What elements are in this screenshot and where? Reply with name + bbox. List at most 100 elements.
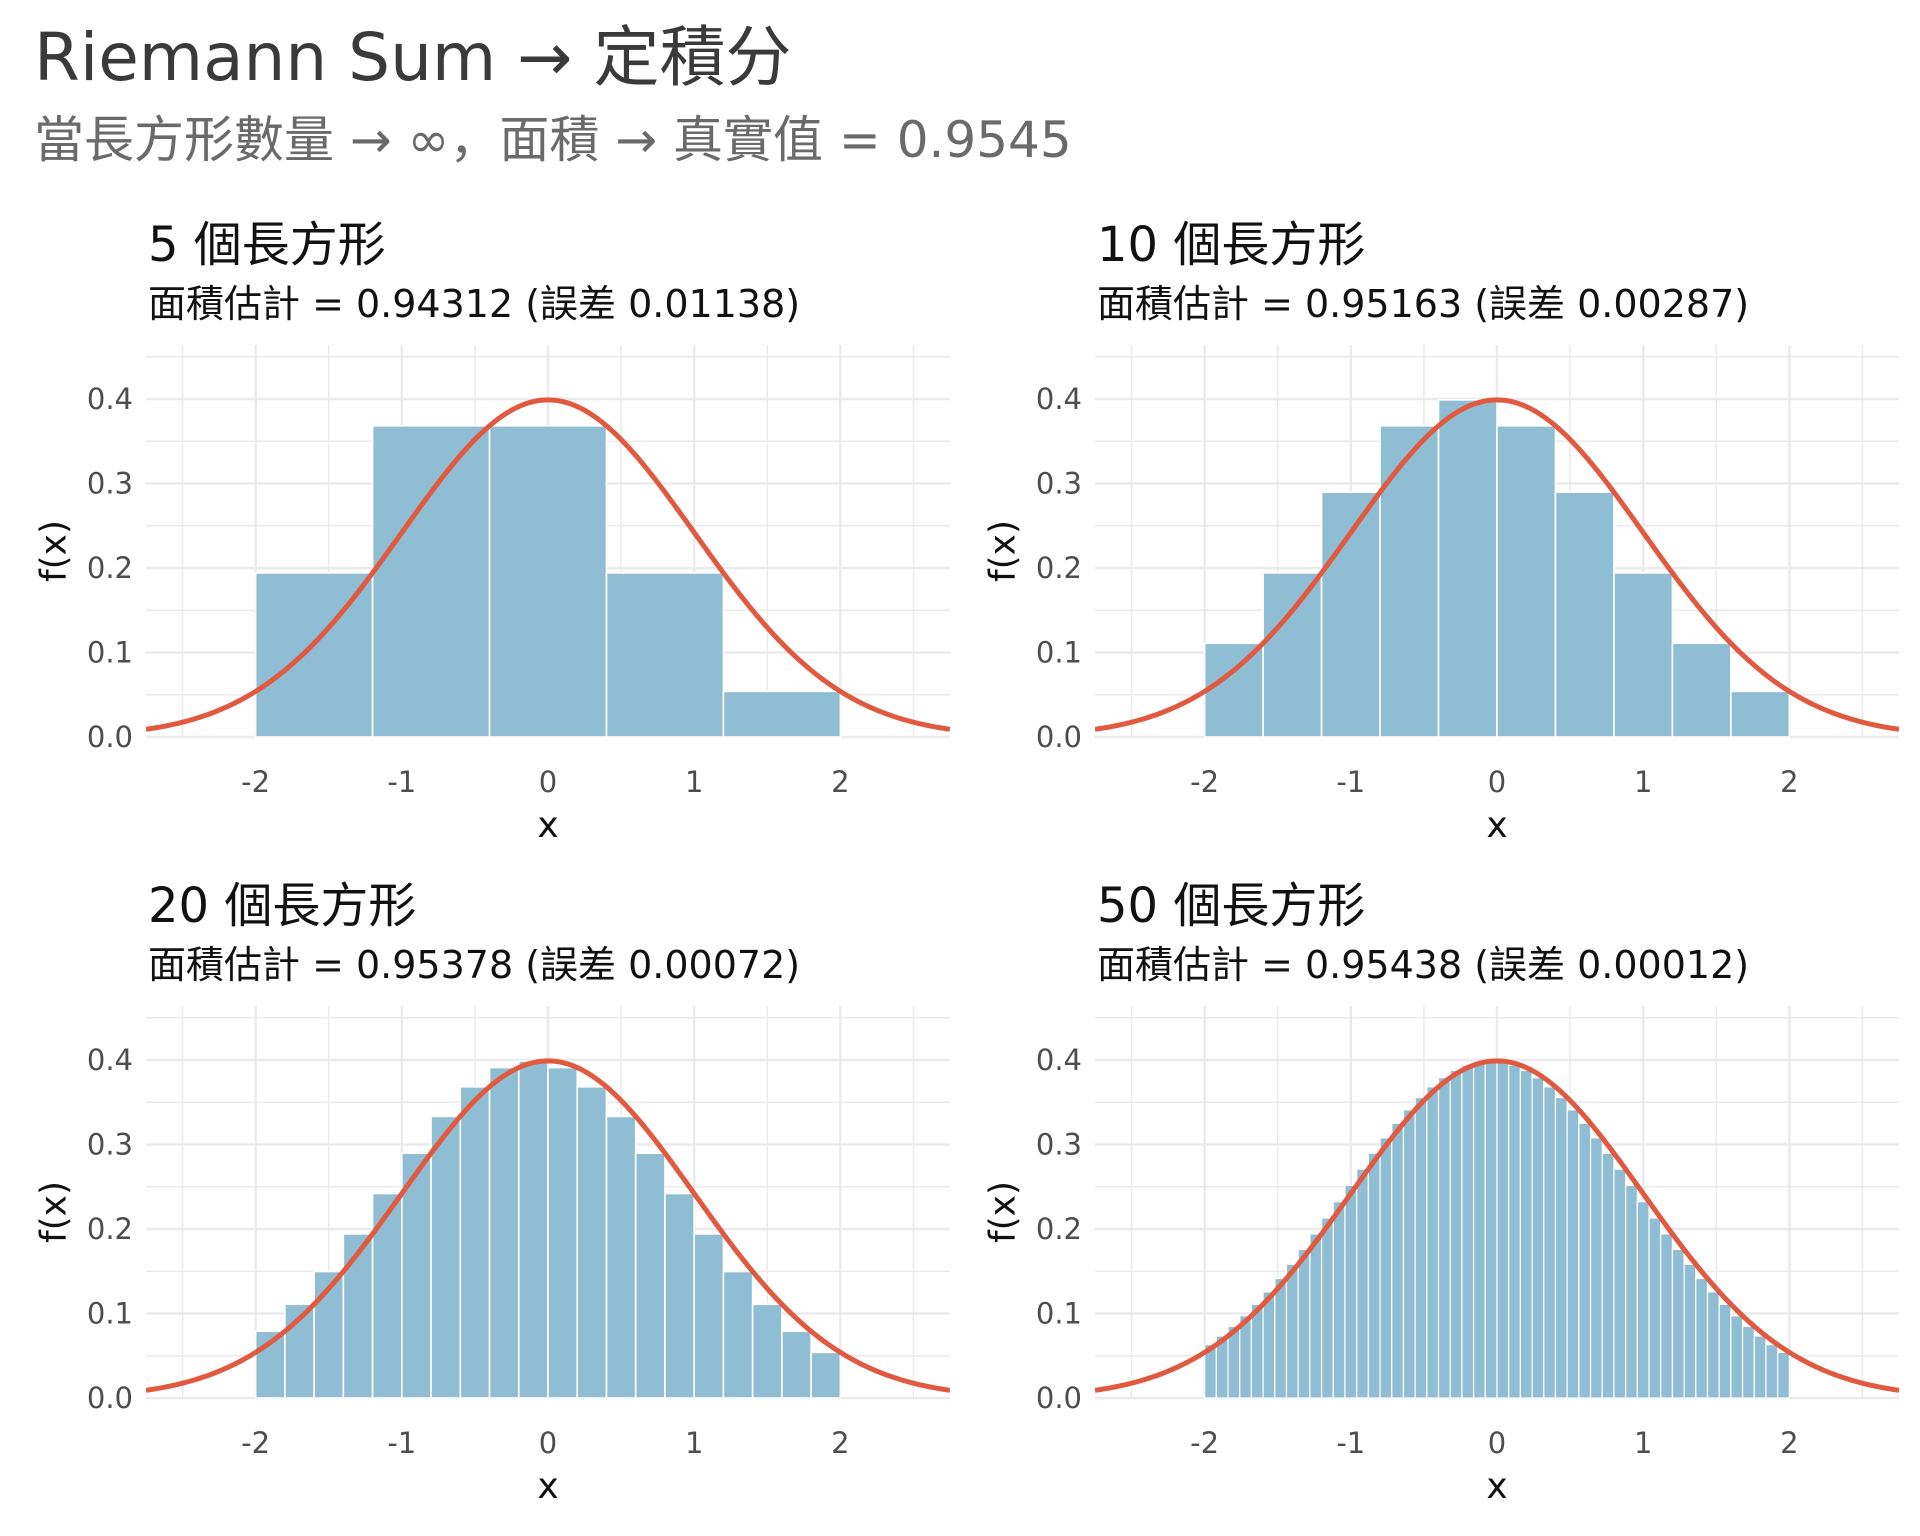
riemann-bar bbox=[1613, 572, 1674, 738]
panel-subtitle: 面積估計 = 0.95378 (誤差 0.00072) bbox=[148, 943, 801, 987]
riemann-bar bbox=[1496, 1061, 1510, 1399]
x-tick-label: -1 bbox=[387, 765, 416, 799]
x-axis-label: x bbox=[1486, 1466, 1507, 1507]
riemann-bar bbox=[1601, 1152, 1615, 1399]
riemann-bar bbox=[1543, 1086, 1557, 1399]
chart-panel-10: 10 個長方形 面積估計 = 0.95163 (誤差 0.00287) -2 -1… bbox=[982, 205, 1920, 855]
x-tick-label: 1 bbox=[685, 765, 703, 799]
chart-panel-50: 50 個長方形 面積估計 = 0.95438 (誤差 0.00012) -2 -1… bbox=[982, 866, 1920, 1516]
riemann-bar bbox=[1414, 1096, 1428, 1399]
riemann-bar bbox=[1718, 1303, 1732, 1399]
riemann-bar bbox=[488, 425, 608, 738]
x-tick-label: -2 bbox=[1190, 765, 1219, 799]
y-tick-label: 0.2 bbox=[87, 551, 133, 585]
panel-subtitle: 面積估計 = 0.95438 (誤差 0.00012) bbox=[1097, 943, 1750, 987]
panel-subtitle: 面積估計 = 0.95163 (誤差 0.00287) bbox=[1097, 282, 1750, 326]
x-tick-label: 1 bbox=[1634, 765, 1652, 799]
x-tick-label: 2 bbox=[1780, 1426, 1798, 1460]
page-subtitle: 當長方形數量 → ∞，面積 → 真實值 = 0.9545 bbox=[34, 111, 1072, 169]
panel-title: 20 個長方形 bbox=[148, 878, 417, 934]
riemann-plot: -2 -1 0 1 2 0.0 0.1 0.2 0.3 0.4 x f(x) bbox=[34, 1006, 950, 1507]
y-tick-label: 0.1 bbox=[1036, 1297, 1082, 1331]
riemann-bar bbox=[1250, 1303, 1264, 1399]
riemann-plot: -2 -1 0 1 2 0.0 0.1 0.2 0.3 0.4 x f(x) bbox=[34, 345, 950, 846]
y-tick-label: 0.1 bbox=[87, 636, 133, 670]
riemann-bar bbox=[1473, 1061, 1486, 1399]
riemann-bar bbox=[1203, 642, 1264, 738]
x-tick-label: 2 bbox=[1780, 765, 1798, 799]
riemann-bar bbox=[1344, 1184, 1358, 1399]
x-tick-label: -1 bbox=[387, 1426, 416, 1460]
riemann-bar bbox=[1391, 1122, 1405, 1399]
y-tick-label: 0.3 bbox=[1036, 467, 1082, 501]
page-title: Riemann Sum → 定積分 bbox=[34, 19, 792, 96]
y-tick-label: 0.2 bbox=[1036, 551, 1082, 585]
riemann-bar bbox=[1285, 1263, 1299, 1399]
riemann-bar bbox=[1426, 1086, 1440, 1399]
riemann-bar bbox=[722, 1270, 754, 1399]
riemann-bar bbox=[1765, 1344, 1779, 1399]
x-tick-label: 1 bbox=[1634, 1426, 1652, 1460]
y-tick-label: 0.2 bbox=[1036, 1212, 1082, 1246]
riemann-bar bbox=[1437, 399, 1498, 738]
riemann-bar bbox=[1262, 1291, 1276, 1399]
riemann-bar bbox=[1437, 1077, 1451, 1399]
riemann-bar bbox=[488, 1066, 520, 1399]
x-tick-label: -2 bbox=[1190, 1426, 1219, 1460]
y-tick-label: 0.1 bbox=[87, 1297, 133, 1331]
y-tick-label: 0.4 bbox=[87, 1043, 133, 1077]
y-tick-label: 0.0 bbox=[1036, 720, 1082, 754]
riemann-bar bbox=[722, 690, 842, 738]
riemann-bar bbox=[1484, 1060, 1498, 1399]
riemann-bar bbox=[1683, 1263, 1697, 1399]
riemann-bar bbox=[1706, 1291, 1720, 1399]
y-axis-label: f(x) bbox=[34, 1181, 75, 1243]
x-axis-label: x bbox=[537, 1466, 558, 1507]
riemann-bar bbox=[1777, 1351, 1790, 1399]
x-axis-label: x bbox=[1486, 805, 1507, 846]
y-tick-label: 0.3 bbox=[87, 467, 133, 501]
y-axis-label: f(x) bbox=[983, 1181, 1024, 1243]
riemann-bar bbox=[1320, 1217, 1334, 1399]
y-tick-label: 0.4 bbox=[1036, 1043, 1082, 1077]
riemann-bar bbox=[1297, 1248, 1311, 1399]
riemann-bar bbox=[401, 1152, 432, 1399]
density-curve bbox=[1095, 1058, 1899, 1393]
bars bbox=[254, 425, 842, 738]
density-curve bbox=[1095, 397, 1899, 732]
riemann-bar bbox=[634, 1152, 666, 1399]
riemann-bar bbox=[605, 572, 725, 738]
riemann-bar bbox=[605, 1115, 637, 1399]
riemann-bar bbox=[1695, 1277, 1709, 1399]
riemann-bar bbox=[1566, 1109, 1580, 1399]
riemann-bar bbox=[430, 1115, 462, 1399]
riemann-bar bbox=[1625, 1184, 1638, 1399]
y-axis-label: f(x) bbox=[983, 520, 1024, 582]
x-tick-label: 0 bbox=[539, 1426, 557, 1460]
x-tick-label: -1 bbox=[1336, 765, 1365, 799]
x-tick-label: 0 bbox=[539, 765, 557, 799]
riemann-bar bbox=[1636, 1201, 1650, 1399]
y-tick-label: 0.0 bbox=[87, 1381, 133, 1415]
panel-title: 10 個長方形 bbox=[1097, 217, 1366, 273]
panel-title: 50 個長方形 bbox=[1097, 878, 1366, 934]
riemann-bar bbox=[810, 1351, 842, 1399]
riemann-bar bbox=[664, 1192, 695, 1399]
riemann-bar bbox=[1660, 1233, 1674, 1399]
riemann-bar bbox=[1461, 1064, 1475, 1399]
riemann-bar bbox=[781, 1330, 812, 1399]
riemann-bar bbox=[1531, 1077, 1545, 1399]
riemann-bar bbox=[1449, 1069, 1463, 1399]
riemann-bar bbox=[1671, 1248, 1685, 1399]
x-tick-label: 0 bbox=[1488, 1426, 1506, 1460]
y-tick-label: 0.2 bbox=[87, 1212, 133, 1246]
x-tick-label: -1 bbox=[1336, 1426, 1365, 1460]
bars bbox=[1204, 1060, 1790, 1399]
riemann-bar bbox=[371, 425, 491, 738]
riemann-bar bbox=[1262, 572, 1323, 738]
riemann-bar bbox=[1309, 1233, 1323, 1399]
y-tick-label: 0.4 bbox=[1036, 382, 1082, 416]
x-tick-label: -2 bbox=[241, 1426, 270, 1460]
chart-panel-20: 20 個長方形 面積估計 = 0.95378 (誤差 0.00072) -2 -1… bbox=[33, 866, 983, 1516]
riemann-bar bbox=[1753, 1335, 1767, 1399]
